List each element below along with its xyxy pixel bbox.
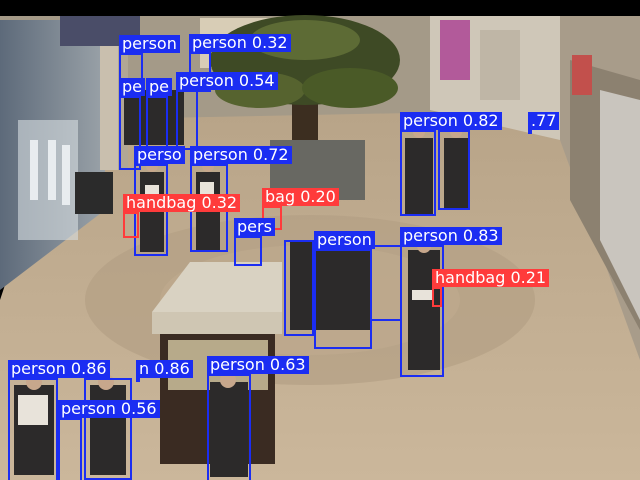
detection-label: person: [314, 231, 375, 249]
detection-label: person 0.86: [8, 360, 110, 378]
bounding-box: [136, 378, 140, 382]
detection-label: person 0.72: [190, 146, 292, 164]
bounding-box: [119, 96, 141, 170]
bounding-box: [176, 90, 198, 150]
detection-label: person 0.83: [400, 227, 502, 245]
detection-label: person: [119, 35, 180, 53]
detection-label: person 0.63: [207, 356, 309, 374]
bounding-box: [8, 378, 58, 480]
detection-label: person 0.32: [189, 34, 291, 52]
detection-label: bag 0.20: [262, 188, 339, 206]
bounding-box: [84, 378, 132, 480]
detection-label: person 0.82: [400, 112, 502, 130]
bounding-box: [207, 374, 251, 480]
detection-label: perso: [134, 146, 185, 164]
detection-label: handbag 0.32: [123, 194, 241, 212]
detection-label: n 0.86: [136, 360, 193, 378]
detection-label: .77: [528, 112, 560, 130]
bounding-box: [58, 418, 82, 480]
bounding-box: [234, 236, 262, 266]
bounding-box: [432, 287, 442, 307]
bounding-box: [284, 240, 314, 336]
detection-label: handbag 0.21: [432, 269, 550, 287]
detection-label: pe: [119, 78, 145, 96]
bounding-box: [123, 212, 139, 238]
bounding-box: [400, 245, 444, 377]
detection-label: pers: [234, 218, 275, 236]
bounding-box: [438, 130, 470, 210]
bounding-box: [400, 130, 436, 216]
bounding-box: [314, 249, 372, 349]
bounding-box: [370, 245, 402, 321]
detection-label: pe: [146, 78, 172, 96]
detection-label: person 0.56: [58, 400, 160, 418]
bounding-box: [528, 130, 532, 134]
detection-label: person 0.54: [176, 72, 278, 90]
